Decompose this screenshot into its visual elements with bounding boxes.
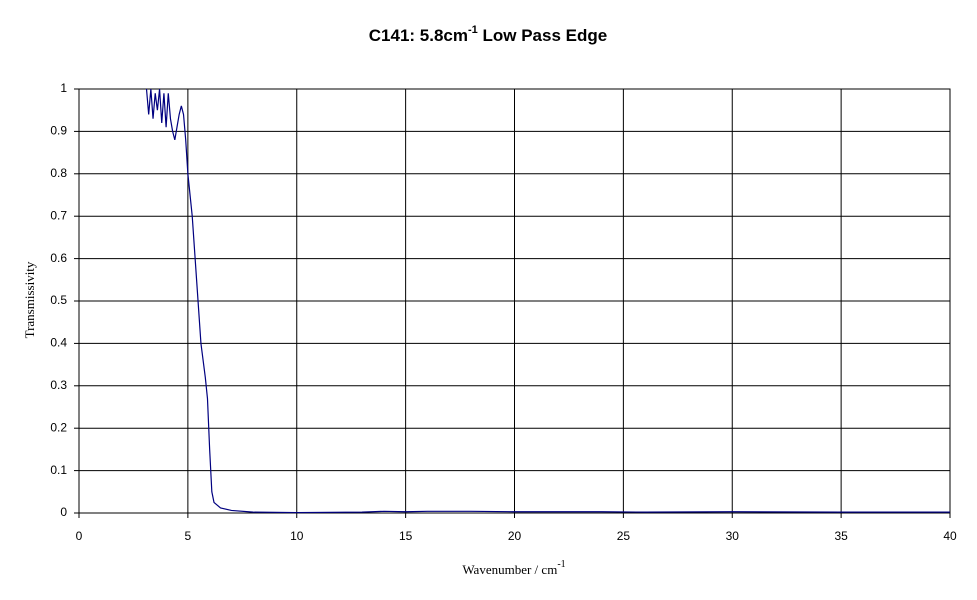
y-tick-label: 0.6 [50,251,67,265]
x-tick-label: 5 [185,529,192,543]
y-tick-label: 0.2 [50,420,67,434]
plot-border [78,88,951,514]
x-tick-label: 40 [943,529,957,543]
y-tick-label: 0.8 [50,166,67,180]
y-tick-label: 0.5 [50,293,67,307]
x-tick-label: 10 [290,529,304,543]
x-label-text: Wavenumber / cm [462,562,557,577]
y-tick-label: 0.4 [50,336,67,350]
data-line [145,88,950,514]
y-tick-label: 0 [60,505,67,519]
x-axis-label: Wavenumber / cm-1 [462,559,565,577]
chart-title: C141: 5.8cm-1 Low Pass Edge [369,24,607,46]
x-tick-label: 30 [726,529,740,543]
x-tick-label: 0 [76,529,83,543]
x-label-superscript: -1 [557,559,565,570]
y-tick-label: 0.7 [50,208,67,222]
y-tick-label: 1 [60,81,67,95]
x-tick-label: 25 [617,529,631,543]
title-superscript: -1 [468,24,478,36]
y-tick-label: 0.1 [50,463,67,477]
y-tick-label: 0.3 [50,378,67,392]
x-tick-label: 35 [834,529,848,543]
y-axis-label: Transmissivity [22,261,37,338]
x-tick-label: 20 [508,529,522,543]
title-suffix: Low Pass Edge [478,26,607,45]
y-tick-label: 0.9 [50,124,67,138]
title-text: C141: 5.8cm [369,26,468,45]
x-tick-label: 15 [399,529,413,543]
